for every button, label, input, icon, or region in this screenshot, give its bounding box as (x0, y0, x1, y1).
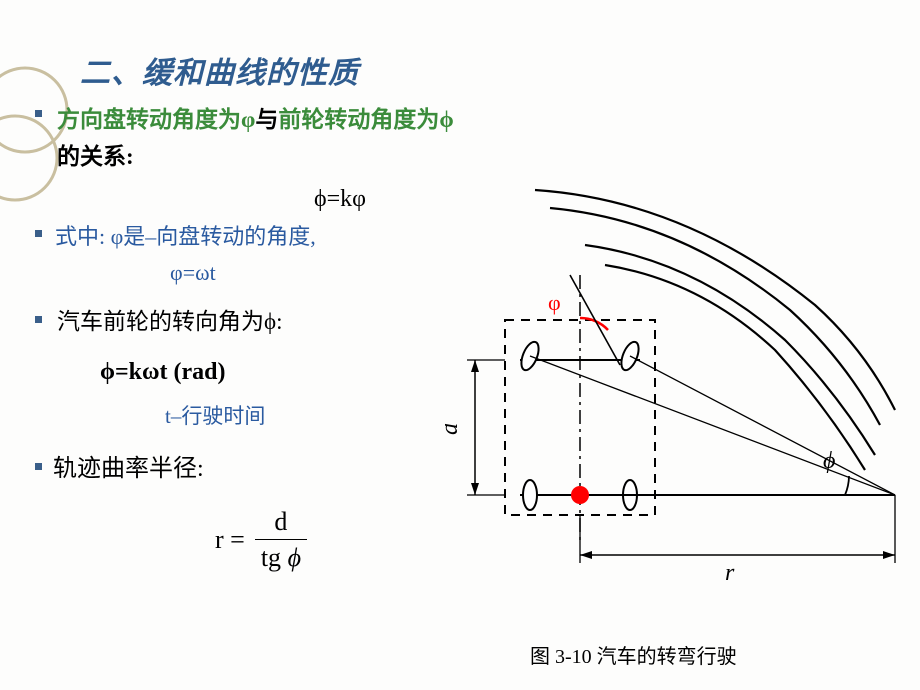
line-radius: 轨迹曲率半径: (35, 450, 465, 488)
label-r: r (725, 560, 735, 586)
bullet-icon (35, 463, 42, 470)
label-phi-small: φ (548, 290, 561, 315)
turning-diagram: φ ϕ d r (445, 180, 915, 660)
equation-phi-wt: φ=ωt (35, 260, 465, 286)
equation-radius-fraction: r = d tg ϕ (35, 506, 465, 573)
text-content: 方向盘转动角度为φ与前轮转动角度为ϕ 的关系: ϕ=kφ 式中: φ是–向盘转动的… (35, 102, 465, 573)
equation-phi-kwt: ϕ=kωt (rad) (35, 359, 465, 386)
section-title: 二、缓和曲线的性质 (80, 48, 359, 92)
equation-phi-kphi: ϕ=kφ (215, 186, 465, 213)
bullet-icon (35, 316, 42, 323)
line-steering-angle: 汽车前轮的转向角为ϕ: (35, 304, 465, 341)
fraction-lhs: r = (215, 525, 245, 555)
text-green-1: 方向盘转动角度为φ (57, 107, 255, 132)
label-phi-greek: ϕ (823, 448, 835, 474)
text-black-1: 与 (255, 107, 278, 132)
fraction-numerator: d (260, 506, 301, 539)
line-t-def: t–行驶时间 (35, 400, 465, 430)
text-black-2: 的关系: (57, 144, 134, 169)
line-relation: 方向盘转动角度为φ与前轮转动角度为ϕ 的关系: (35, 102, 465, 176)
bullet-icon (35, 230, 42, 237)
label-d: d (445, 422, 463, 435)
bullet-icon (35, 110, 42, 117)
figure-caption: 图 3-10 汽车的转弯行驶 (530, 640, 737, 690)
line-where: 式中: φ是–向盘转动的角度, (35, 219, 465, 254)
text-green-2: 前轮转动角度为ϕ (278, 107, 453, 132)
fraction-denominator: tg ϕ (255, 540, 307, 573)
